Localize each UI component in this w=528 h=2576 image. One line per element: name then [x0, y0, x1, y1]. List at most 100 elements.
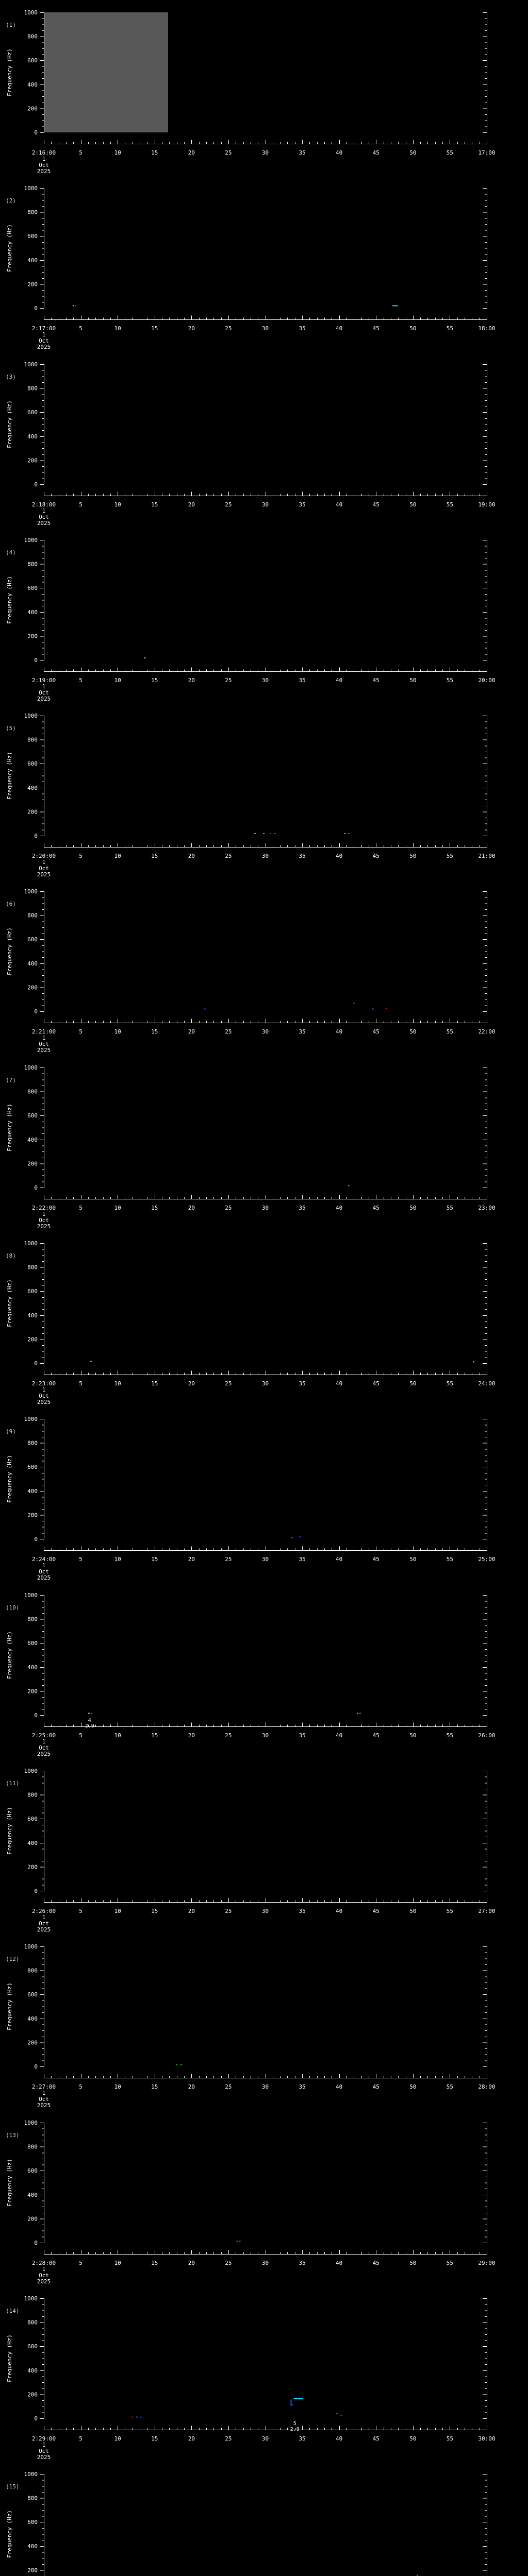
x-tick-label: 40: [336, 501, 342, 508]
date-line-1: 1: [42, 156, 46, 162]
panel-background: [0, 703, 528, 879]
x-tick-label: 40: [336, 1732, 342, 1739]
y-tick-label: 200: [27, 2567, 38, 2573]
y-tick-label: 0: [34, 1712, 38, 1719]
panel-number-label: (6): [6, 901, 16, 907]
x-tick-label: 15: [151, 1205, 158, 1211]
x-start-time-label: 2:27:00: [32, 2083, 56, 2090]
x-tick-label: 40: [336, 853, 342, 859]
panel-canvas-6: 0 200 400 600 800 1000 Frequency (Hz) (6) 2:21:0…: [0, 879, 528, 1055]
spectrogram-panel-8: 0 200 400 600 800 1000 Frequency (Hz) (8) 2:23:0…: [0, 1231, 528, 1407]
panel-background: [0, 879, 528, 1055]
x-tick-label: 50: [409, 1028, 416, 1035]
panel-number-label: (10): [6, 1604, 20, 1611]
x-tick-label: 15: [151, 1908, 158, 1914]
x-tick-label: 30: [262, 2260, 269, 2266]
x-tick-label: 40: [336, 2083, 342, 2090]
x-end-time-label: 28:00: [478, 2083, 495, 2090]
y-tick-label: 600: [27, 585, 38, 591]
x-tick-label: 10: [114, 2435, 121, 2442]
y-tick-label: 400: [27, 1664, 38, 1671]
spectrogram-data-point: [291, 2404, 293, 2405]
panel-number-label: (8): [6, 1252, 16, 1259]
x-tick-label: 25: [225, 1732, 232, 1739]
date-line-1: 1: [42, 1914, 46, 1921]
date-line-2: Oct: [39, 1393, 49, 1399]
x-tick-label: 55: [447, 149, 453, 156]
date-line-2: Oct: [39, 2448, 49, 2454]
y-tick-label: 400: [27, 2015, 38, 2022]
spectrogram-panel-14: 0 200 400 600 800 1000 Frequency (Hz) (14) 2:29:…: [0, 2286, 528, 2462]
x-end-time-label: 21:00: [478, 853, 495, 859]
date-line-1: 1: [42, 1211, 46, 1217]
x-tick-label: 40: [336, 325, 342, 332]
spectrogram-panel-12: 0 200 400 600 800 1000 Frequency (Hz) (12) 2:27:…: [0, 1934, 528, 2110]
y-tick-label: 800: [27, 561, 38, 568]
x-tick-label: 10: [114, 501, 121, 508]
y-tick-label: 400: [27, 2543, 38, 2550]
x-tick-label: 55: [447, 1205, 453, 1211]
spectrogram-data-point: [263, 833, 265, 834]
x-tick-label: 45: [373, 1205, 380, 1211]
x-tick-label: 20: [188, 1205, 195, 1211]
y-tick-label: 1000: [24, 1240, 38, 1247]
spectrogram-data-point: [274, 833, 276, 834]
x-tick-label: 10: [114, 1205, 121, 1211]
y-tick-label: 600: [27, 233, 38, 240]
x-tick-label: 55: [447, 325, 453, 332]
x-tick-label: 50: [409, 1205, 416, 1211]
x-end-time-label: 20:00: [478, 677, 495, 684]
y-axis-title: Frequency (Hz): [6, 1104, 13, 1151]
x-tick-label: 35: [299, 1205, 305, 1211]
date-line-1: 1: [42, 1035, 46, 1041]
y-axis-title: Frequency (Hz): [6, 1982, 13, 2030]
x-tick-label: 45: [373, 149, 380, 156]
x-start-time-label: 2:16:00: [32, 149, 56, 156]
x-end-time-label: 25:00: [478, 1556, 495, 1563]
y-tick-label: 600: [27, 936, 38, 943]
y-tick-label: 200: [27, 984, 38, 991]
date-line-3: 2025: [37, 1047, 51, 1054]
spectrogram-data-point: [359, 1713, 361, 1714]
panel-background: [0, 1758, 528, 1935]
y-axis-title: Frequency (Hz): [6, 2334, 13, 2382]
x-tick-label: 20: [188, 501, 195, 508]
panel-background: [0, 1231, 528, 1407]
panel-canvas-13: 0 200 400 600 800 1000 Frequency (Hz) (13) 2:28:…: [0, 2110, 528, 2286]
y-tick-label: 1000: [24, 1943, 38, 1950]
date-line-3: 2025: [37, 1399, 51, 1405]
date-line-3: 2025: [37, 2278, 51, 2285]
no-data-region: [44, 12, 169, 132]
y-tick-label: 200: [27, 1336, 38, 1343]
x-tick-label: 30: [262, 1732, 269, 1739]
y-axis-title: Frequency (Hz): [6, 2159, 13, 2207]
event-annotation-line1: 5: [293, 2421, 296, 2427]
date-line-2: Oct: [39, 162, 49, 168]
x-tick-label: 35: [299, 1556, 305, 1563]
y-tick-label: 200: [27, 808, 38, 815]
y-tick-label: 800: [27, 2144, 38, 2150]
x-tick-label: 5: [79, 1556, 82, 1563]
x-tick-label: 55: [447, 2435, 453, 2442]
date-line-1: 1: [42, 1386, 46, 1393]
x-end-time-label: 23:00: [478, 1205, 495, 1211]
panel-canvas-9: 0 200 400 600 800 1000 Frequency (Hz) (9) 2:24:0…: [0, 1406, 528, 1583]
date-line-2: Oct: [39, 337, 49, 344]
date-line-2: Oct: [39, 1920, 49, 1927]
date-line-2: Oct: [39, 1744, 49, 1751]
date-line-1: 1: [42, 683, 46, 690]
x-tick-label: 50: [409, 1908, 416, 1914]
panel-number-label: (7): [6, 1077, 16, 1083]
y-tick-label: 200: [27, 281, 38, 287]
panel-canvas-8: 0 200 400 600 800 1000 Frequency (Hz) (8) 2:23:0…: [0, 1231, 528, 1407]
x-end-time-label: 24:00: [478, 1380, 495, 1387]
y-tick-label: 800: [27, 1440, 38, 1447]
spectrogram-data-point: [385, 1008, 387, 1009]
spectrogram-data-point: [176, 2064, 178, 2065]
y-tick-label: 600: [27, 2167, 38, 2174]
x-tick-label: 35: [299, 677, 305, 684]
x-tick-label: 50: [409, 325, 416, 332]
spectrogram-panel-9: 0 200 400 600 800 1000 Frequency (Hz) (9) 2:24:0…: [0, 1406, 528, 1583]
y-tick-label: 400: [27, 2367, 38, 2374]
